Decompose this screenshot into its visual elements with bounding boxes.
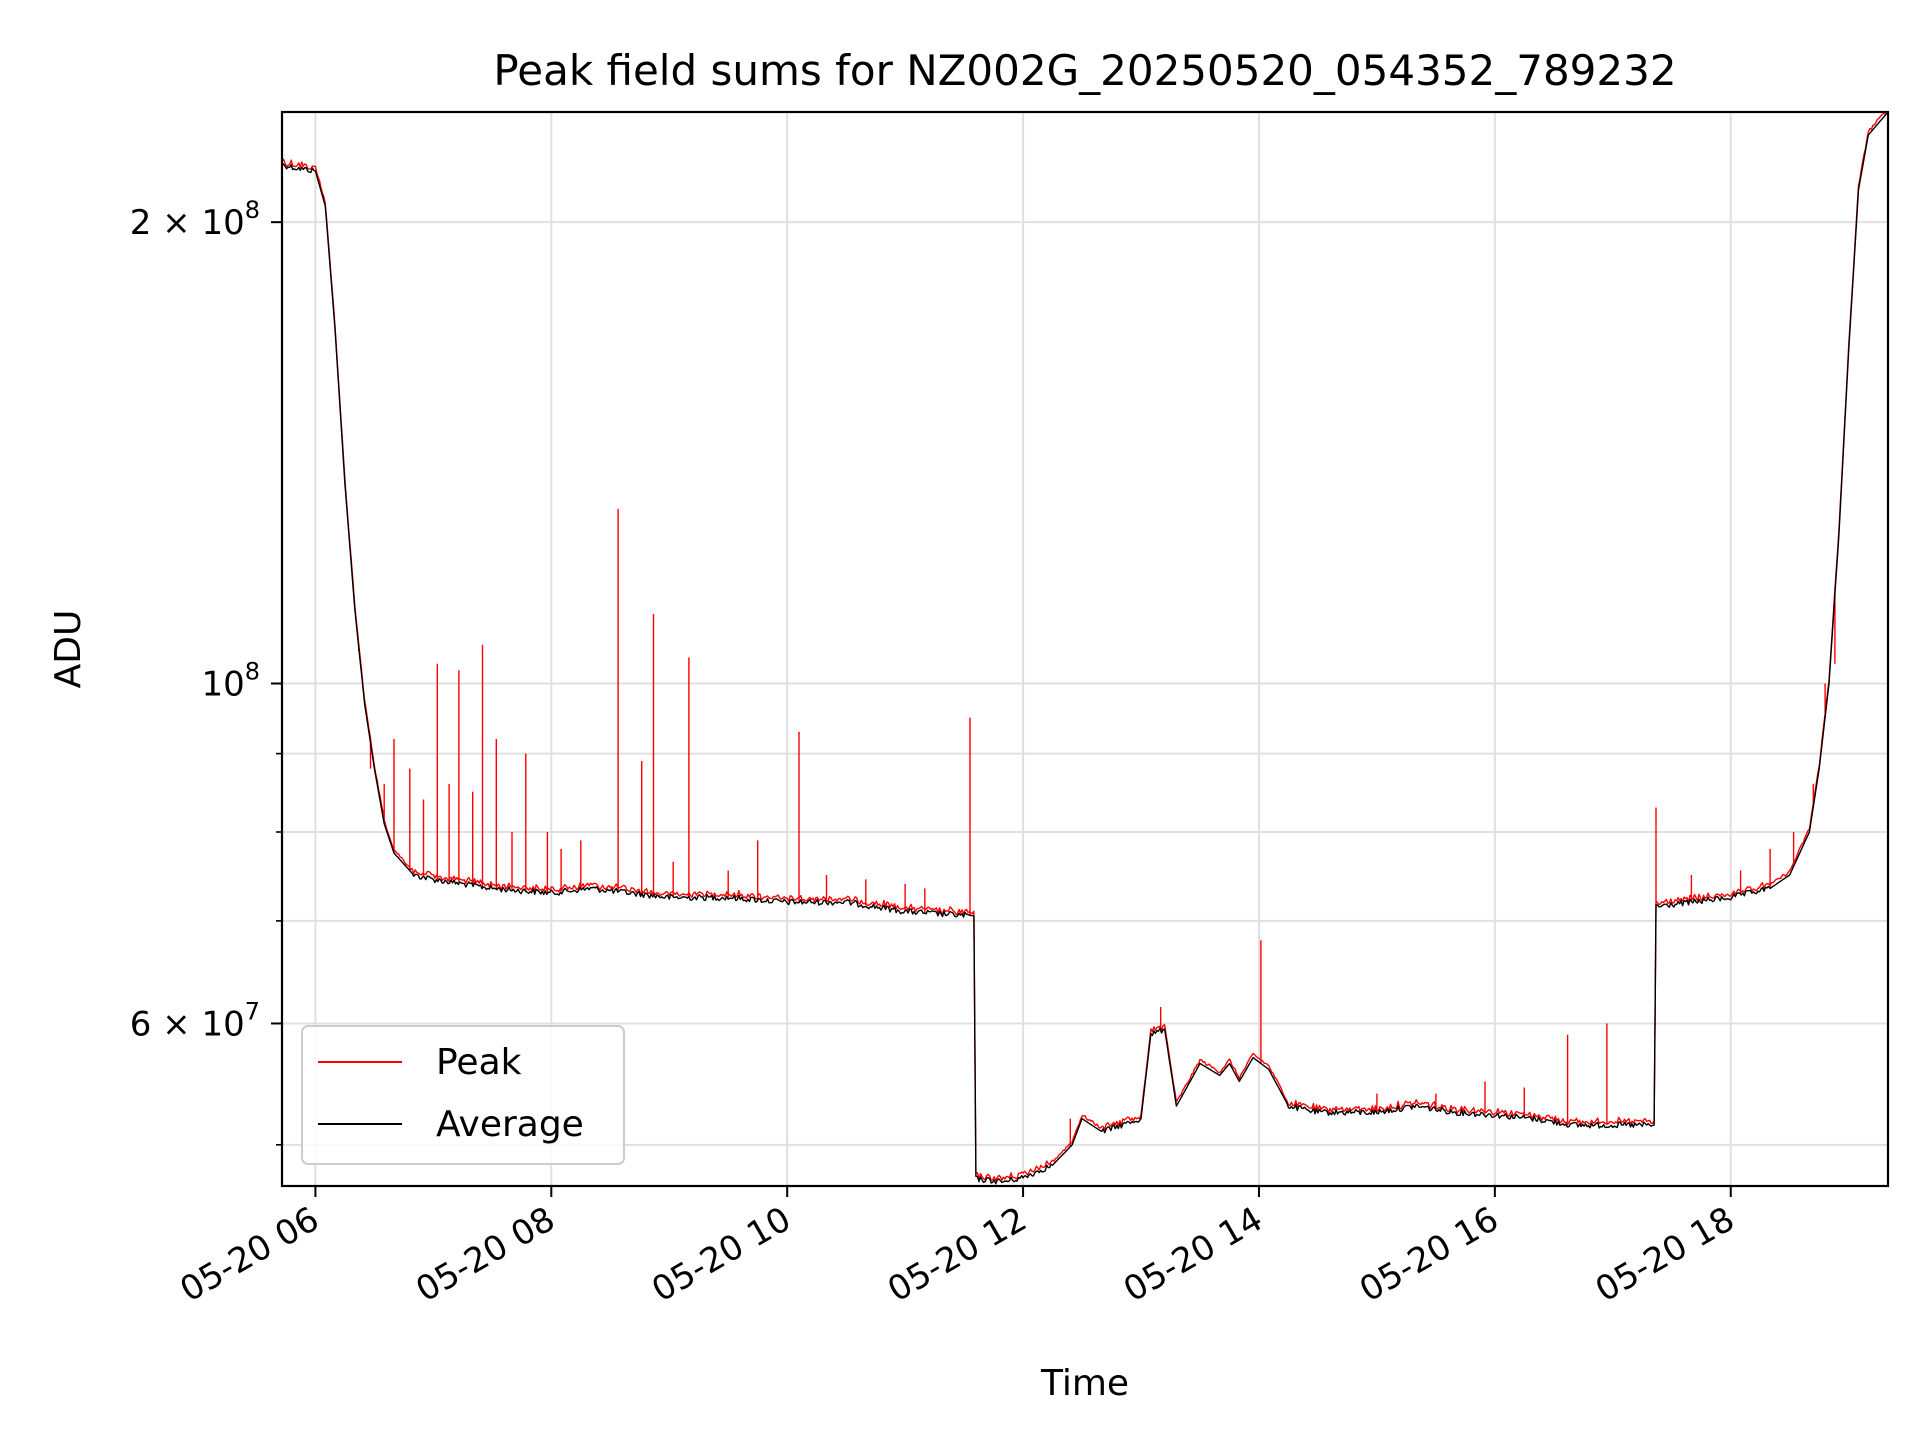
legend: Peak Average (301, 1025, 625, 1165)
legend-label-average: Average (436, 1104, 584, 1145)
y-axis-label: ADU (48, 610, 89, 689)
legend-label-peak: Peak (436, 1042, 522, 1083)
average-series-line (281, 111, 1889, 1185)
plot-lines (281, 111, 1889, 1185)
plot-frame (280, 110, 1890, 1188)
y-tick-label: 6 × 107 (130, 997, 260, 1044)
x-axis-label: Time (1040, 1363, 1129, 1404)
peak-series-line (281, 111, 1888, 1182)
y-tick-label: 108 (201, 657, 260, 704)
chart-title: Peak field sums for NZ002G_20250520_0543… (493, 46, 1676, 95)
legend-box (301, 1025, 625, 1165)
y-tick-label: 2 × 108 (130, 196, 260, 243)
y-axis: 2 × 108 108 6 × 107 (130, 196, 282, 1146)
